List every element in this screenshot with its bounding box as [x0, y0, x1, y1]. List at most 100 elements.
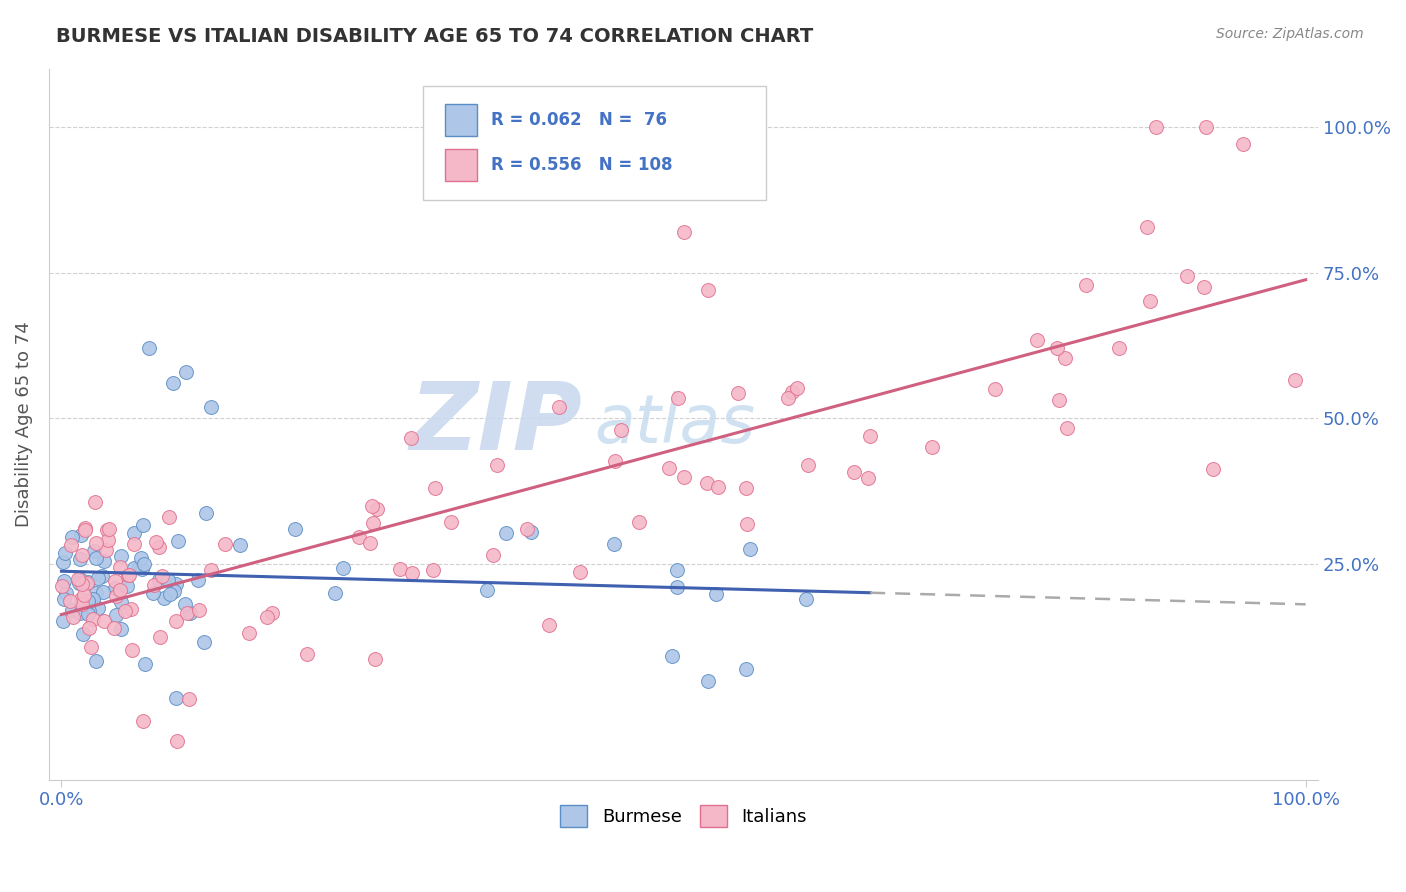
Point: [366, 501, 388, 516]
Point: [159, 587, 181, 601]
Point: [77, 603, 100, 617]
Point: [422, 563, 444, 577]
Point: [187, 573, 209, 587]
Point: [129, 551, 152, 566]
Point: [423, 481, 446, 495]
Point: [1232, 137, 1254, 152]
Text: R = 0.556   N = 108: R = 0.556 N = 108: [491, 155, 672, 174]
Point: [52, 615, 75, 629]
Point: [132, 558, 155, 572]
Point: [238, 626, 260, 640]
Point: [605, 454, 627, 468]
Point: [794, 592, 817, 607]
Point: [77, 594, 100, 608]
Point: [179, 606, 201, 620]
FancyBboxPatch shape: [444, 104, 477, 136]
Point: [55, 586, 77, 600]
Point: [538, 617, 561, 632]
Point: [568, 566, 591, 580]
Point: [361, 516, 384, 531]
Point: [110, 549, 132, 563]
Point: [76, 576, 98, 591]
Point: [142, 585, 165, 599]
Point: [672, 469, 695, 483]
Point: [59, 594, 82, 608]
Point: [520, 524, 543, 539]
Point: [323, 586, 346, 600]
Y-axis label: Disability Age 65 to 74: Disability Age 65 to 74: [15, 321, 32, 527]
Point: [399, 431, 422, 445]
Point: [93, 614, 115, 628]
Point: [166, 734, 188, 748]
Point: [69, 606, 91, 620]
FancyBboxPatch shape: [423, 87, 766, 200]
Point: [188, 602, 211, 616]
Point: [359, 535, 381, 549]
Legend: Burmese, Italians: Burmese, Italians: [553, 798, 814, 835]
Point: [738, 542, 761, 557]
Point: [174, 365, 197, 379]
Point: [115, 579, 138, 593]
Point: [149, 630, 172, 644]
Point: [782, 384, 804, 399]
Point: [157, 510, 180, 524]
Point: [60, 603, 83, 617]
Point: [727, 386, 749, 401]
Point: [193, 635, 215, 649]
Point: [516, 522, 538, 536]
Point: [179, 691, 201, 706]
Point: [105, 589, 128, 603]
Point: [347, 530, 370, 544]
Point: [148, 540, 170, 554]
Point: [1144, 120, 1167, 134]
Point: [90, 569, 112, 583]
Point: [797, 458, 820, 472]
Point: [60, 538, 83, 552]
Point: [122, 537, 145, 551]
Point: [1047, 392, 1070, 407]
Point: [856, 470, 879, 484]
Point: [138, 341, 160, 355]
Point: [83, 543, 105, 558]
Point: [256, 609, 278, 624]
Point: [401, 566, 423, 580]
Point: [1195, 120, 1218, 134]
Point: [734, 662, 756, 676]
Point: [62, 610, 84, 624]
Point: [83, 495, 105, 509]
Point: [134, 657, 156, 671]
Point: [145, 535, 167, 549]
Point: [152, 591, 174, 605]
Point: [332, 561, 354, 575]
Text: BURMESE VS ITALIAN DISABILITY AGE 65 TO 74 CORRELATION CHART: BURMESE VS ITALIAN DISABILITY AGE 65 TO …: [56, 27, 814, 45]
Point: [86, 654, 108, 668]
Point: [495, 525, 517, 540]
Point: [117, 567, 139, 582]
Point: [104, 574, 127, 588]
Point: [105, 607, 128, 622]
Point: [73, 524, 96, 538]
Point: [72, 626, 94, 640]
Point: [52, 574, 75, 588]
FancyBboxPatch shape: [444, 149, 477, 181]
Point: [70, 592, 93, 607]
Point: [696, 475, 718, 490]
Point: [165, 615, 187, 629]
Point: [844, 465, 866, 479]
Point: [284, 522, 307, 536]
Point: [103, 622, 125, 636]
Point: [174, 598, 197, 612]
Point: [73, 520, 96, 534]
Point: [786, 381, 808, 395]
Point: [70, 548, 93, 562]
Point: [1202, 461, 1225, 475]
Point: [73, 588, 96, 602]
Point: [69, 552, 91, 566]
Point: [94, 542, 117, 557]
Point: [697, 673, 720, 688]
Point: [1026, 333, 1049, 347]
Point: [1177, 268, 1199, 283]
Point: [87, 571, 110, 585]
Point: [51, 579, 73, 593]
Point: [262, 606, 284, 620]
